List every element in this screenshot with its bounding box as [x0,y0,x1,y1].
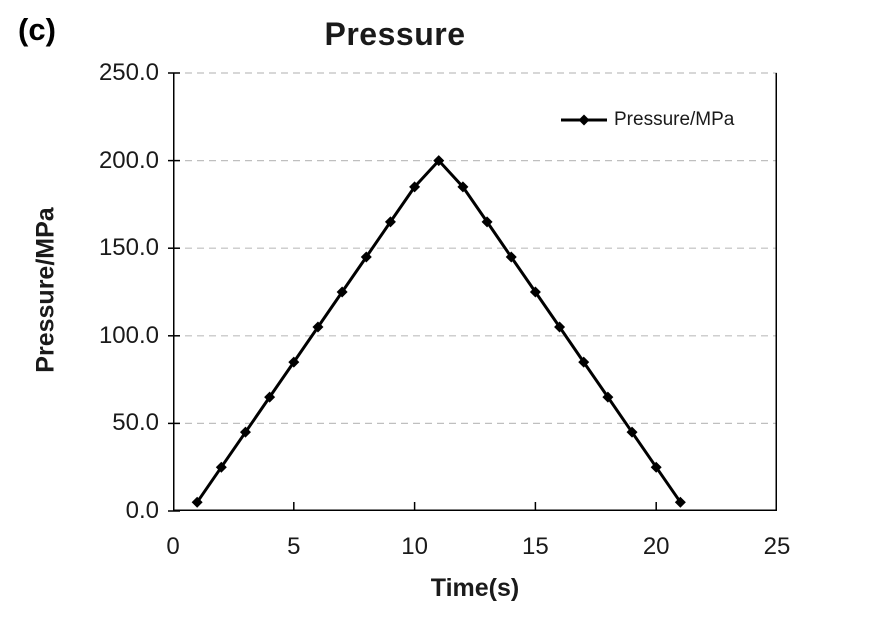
data-point-marker [288,356,300,368]
series-line [195,159,682,504]
data-point-marker [384,216,396,228]
data-point-marker [457,181,469,193]
ytick-label-0: 0.0 [125,497,159,524]
x-axis-title: Time(s) [430,574,520,602]
xtick-label-5: 5 [287,533,301,560]
data-point-marker [264,391,276,403]
xtick-label-0: 0 [166,533,180,560]
plot-area: Pressure/MPa [168,72,777,512]
data-point-marker [239,426,251,438]
data-point-marker [602,391,614,403]
data-point-marker [409,181,421,193]
ytick-label-200: 200.0 [98,146,159,174]
panel-label: (c) [18,12,56,47]
data-point-marker [360,251,372,263]
data-point-marker [336,286,348,298]
ytick-label-100: 100.0 [98,321,159,349]
legend-line-diamond-icon [561,114,607,126]
data-point-marker [433,155,445,167]
pressure-line-chart [168,72,777,512]
data-point-marker [554,321,566,333]
ytick-label-250: 250.0 [98,59,159,86]
data-point-marker [626,426,638,438]
data-point-marker [578,356,590,368]
data-point-marker [215,461,227,473]
xtick-label-15: 15 [522,533,549,560]
data-point-marker [481,216,493,228]
legend-label: Pressure/MPa [614,109,735,130]
data-point-marker [505,251,517,263]
xtick-label-10: 10 [401,533,428,560]
xtick-label-20: 20 [642,533,670,560]
ytick-label-50: 50.0 [112,409,159,437]
data-point-marker [529,286,541,298]
ytick-label-150: 150.0 [98,234,159,262]
data-point-marker [674,496,686,508]
xtick-label-25: 25 [763,533,791,560]
data-point-marker [650,461,662,473]
y-axis-title: Pressure/MPa [31,207,60,373]
data-point-marker [191,496,203,508]
chart-title: Pressure [324,16,466,52]
data-point-marker [312,321,324,333]
legend: Pressure/MPa [561,106,734,134]
